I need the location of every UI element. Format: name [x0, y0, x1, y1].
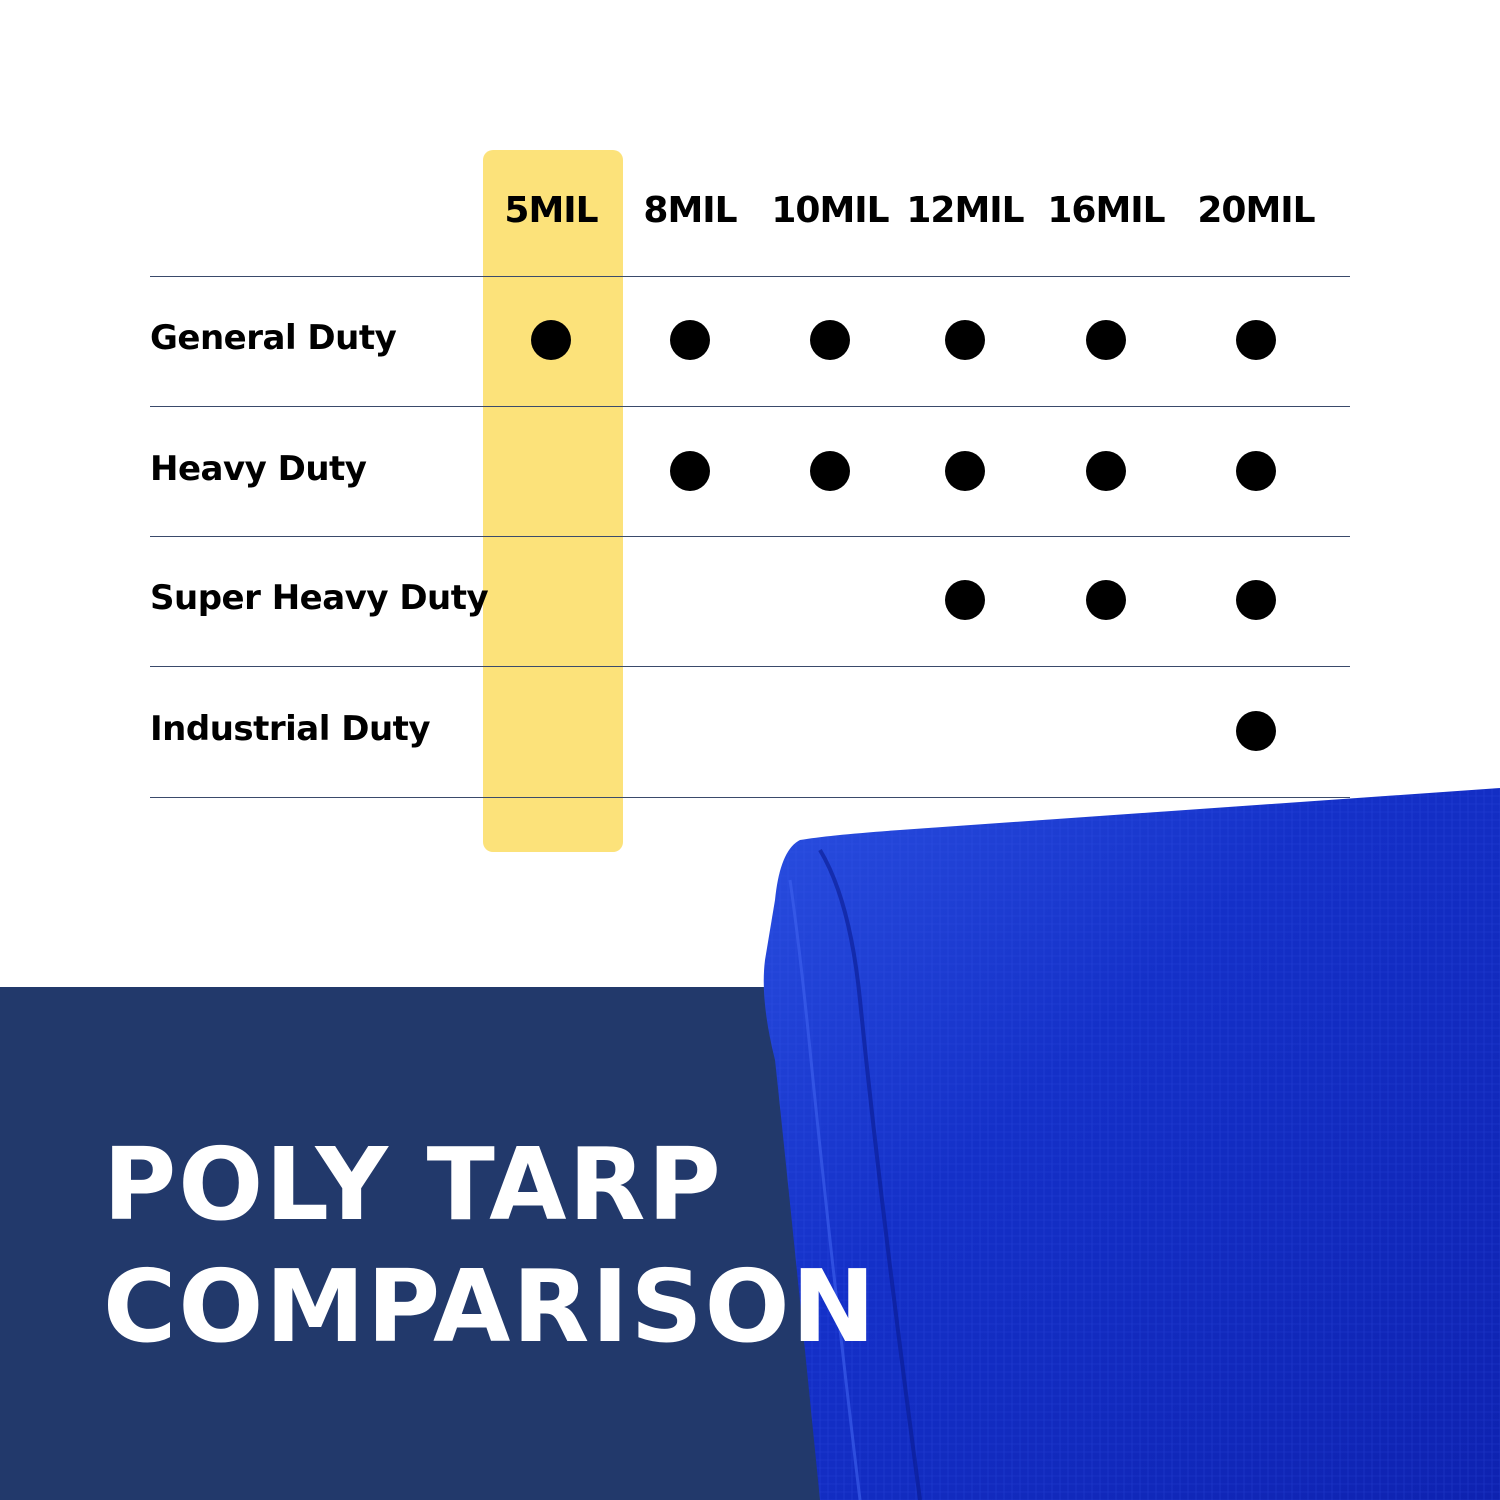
column-header-16mil: 16MIL [1047, 190, 1165, 231]
check-dot-icon [1086, 451, 1126, 491]
check-dot-icon [1236, 580, 1276, 620]
row-label: Heavy Duty [150, 449, 367, 489]
check-dot-icon [810, 320, 850, 360]
row-divider [150, 406, 1350, 407]
check-dot-icon [1236, 320, 1276, 360]
check-dot-icon [945, 320, 985, 360]
column-header-5mil: 5MIL [504, 190, 598, 231]
highlighted-column-5mil [483, 150, 623, 852]
row-divider [150, 666, 1350, 667]
check-dot-icon [531, 320, 571, 360]
column-header-12mil: 12MIL [906, 190, 1024, 231]
column-header-10mil: 10MIL [771, 190, 889, 231]
check-dot-icon [670, 320, 710, 360]
check-dot-icon [1086, 320, 1126, 360]
check-dot-icon [1236, 451, 1276, 491]
check-dot-icon [945, 580, 985, 620]
title-line-1: POLY TARP [103, 1126, 723, 1243]
row-divider [150, 276, 1350, 277]
row-divider [150, 536, 1350, 537]
column-header-20mil: 20MIL [1197, 190, 1315, 231]
check-dot-icon [1236, 711, 1276, 751]
check-dot-icon [1086, 580, 1126, 620]
title-line-2: COMPARISON [103, 1248, 878, 1365]
column-header-8mil: 8MIL [643, 190, 737, 231]
check-dot-icon [810, 451, 850, 491]
check-dot-icon [945, 451, 985, 491]
check-dot-icon [670, 451, 710, 491]
row-divider [150, 797, 1350, 798]
row-label: Super Heavy Duty [150, 578, 489, 618]
row-label: Industrial Duty [150, 709, 431, 749]
row-label: General Duty [150, 318, 397, 358]
